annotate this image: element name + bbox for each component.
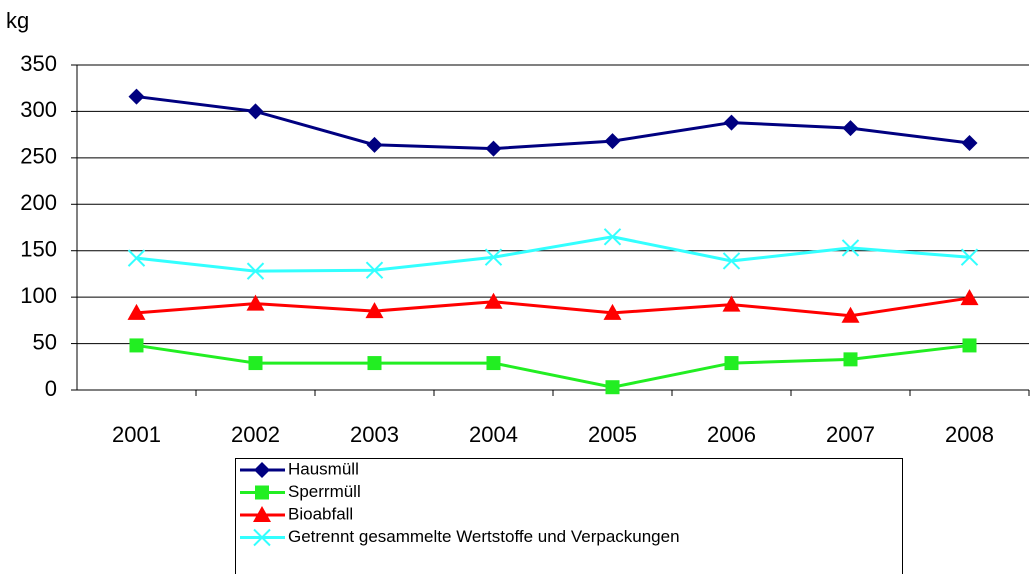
marker <box>253 528 271 547</box>
y-tick-label: 300 <box>20 97 57 122</box>
y-tick-label: 250 <box>20 144 57 169</box>
marker <box>127 249 146 267</box>
marker <box>604 133 621 150</box>
marker <box>246 294 265 311</box>
legend-label: Sperrmüll <box>288 482 361 501</box>
x-tick-label: 2001 <box>112 422 161 447</box>
marker <box>842 120 859 137</box>
marker <box>486 356 501 371</box>
y-tick-label: 50 <box>33 329 57 354</box>
legend-label: Hausmüll <box>288 459 359 478</box>
marker <box>603 228 622 246</box>
marker <box>841 239 860 257</box>
x-tick-label: 2003 <box>350 422 399 447</box>
marker <box>246 262 265 280</box>
marker <box>484 292 503 309</box>
marker <box>960 289 979 306</box>
marker <box>248 356 263 371</box>
marker <box>843 352 858 367</box>
marker <box>962 338 977 353</box>
marker <box>724 356 739 371</box>
marker <box>485 140 502 157</box>
marker <box>128 88 145 105</box>
marker <box>841 306 860 323</box>
legend-label: Getrennt gesammelte Wertstoffe und Verpa… <box>288 527 680 546</box>
series-line <box>136 95 970 151</box>
series-line <box>136 235 970 273</box>
marker <box>367 356 382 371</box>
x-tick-label: 2007 <box>826 422 875 447</box>
x-tick-label: 2008 <box>945 422 994 447</box>
legend-label: Bioabfall <box>288 504 353 523</box>
marker <box>254 462 270 478</box>
x-tick-label: 2004 <box>469 422 518 447</box>
marker <box>129 338 144 353</box>
marker <box>961 135 978 151</box>
y-tick-label: 100 <box>20 283 57 308</box>
marker <box>960 248 979 266</box>
marker <box>255 485 269 500</box>
marker <box>722 252 741 270</box>
marker <box>253 506 271 522</box>
y-tick-label: 150 <box>20 237 57 262</box>
marker <box>484 248 503 266</box>
marker <box>603 303 622 320</box>
series-line <box>136 343 970 389</box>
marker <box>722 295 741 312</box>
legend: Hausmüll Sperrmüll Bioabfall Getrennt gesam… <box>235 458 903 574</box>
marker <box>723 114 740 131</box>
marker <box>365 302 384 319</box>
x-tick-label: 2006 <box>707 422 756 447</box>
y-tick-label: 0 <box>45 376 57 401</box>
marker <box>365 261 384 279</box>
y-tick-label: 350 <box>20 51 57 76</box>
y-axis-label: kg <box>6 8 29 33</box>
marker <box>247 103 264 120</box>
x-tick-label: 2005 <box>588 422 637 447</box>
marker <box>605 380 620 395</box>
x-tick-label: 2002 <box>231 422 280 447</box>
series-line <box>136 296 970 318</box>
y-tick-label: 200 <box>20 190 57 215</box>
marker <box>127 303 146 320</box>
marker <box>366 136 383 153</box>
legend-box <box>235 458 903 574</box>
